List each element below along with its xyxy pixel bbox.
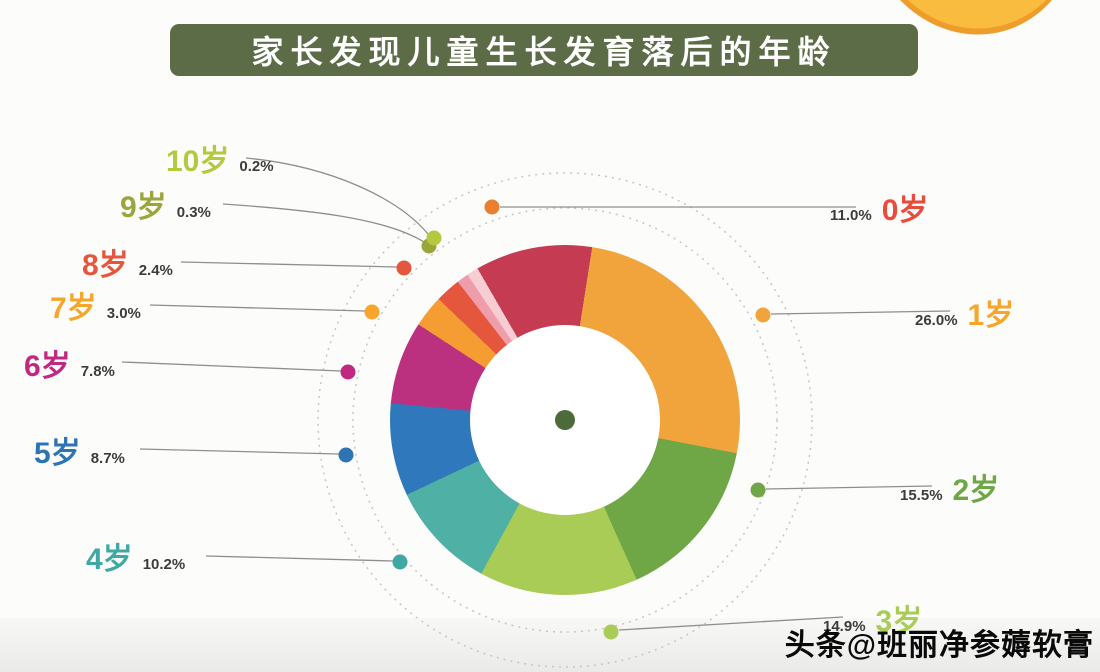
leader-dot-10岁 bbox=[426, 230, 442, 246]
age-label: 1岁 bbox=[967, 299, 1015, 332]
age-label: 3岁 bbox=[875, 605, 923, 638]
percentage-label: 10.2% bbox=[142, 556, 186, 573]
age-label: 5岁 bbox=[34, 437, 81, 470]
leader-dot-7岁 bbox=[364, 304, 380, 320]
percentage-label: 3.0% bbox=[106, 305, 141, 322]
leader-line-10 bbox=[245, 157, 429, 235]
age-label: 2岁 bbox=[952, 474, 1000, 507]
percentage-label: 2.4% bbox=[138, 262, 173, 279]
percentage-label: 11.0% bbox=[830, 207, 872, 224]
leader-line-9 bbox=[222, 203, 425, 243]
leader-line-5 bbox=[139, 448, 340, 455]
leader-line-8 bbox=[180, 261, 398, 268]
leader-lines bbox=[121, 157, 951, 631]
leader-dot-3岁 bbox=[603, 624, 619, 640]
leader-dot-5岁 bbox=[338, 447, 354, 463]
bottom-strip bbox=[0, 618, 1100, 672]
percentage-label: 14.9% bbox=[823, 618, 866, 635]
corner-blob-decoration bbox=[900, 0, 1052, 35]
dashed-guide-circles bbox=[317, 172, 813, 668]
age-label: 8岁 bbox=[82, 249, 129, 282]
page-title: 家长发现儿童生长发育落后的年龄 bbox=[251, 34, 837, 70]
percentage-label: 8.7% bbox=[90, 450, 125, 467]
age-label: 10岁 bbox=[166, 145, 230, 178]
category-label-2岁: 15.5% 2岁 bbox=[900, 465, 999, 509]
percentage-label: 26.0% bbox=[915, 312, 958, 329]
leader-dot-6岁 bbox=[340, 364, 356, 380]
leader-line-2 bbox=[765, 485, 933, 490]
category-label-6岁: 6岁 7.8% bbox=[24, 341, 115, 385]
leader-dot-2岁 bbox=[750, 482, 766, 498]
leader-line-6 bbox=[121, 361, 342, 372]
category-label-8岁: 8岁 2.4% bbox=[82, 240, 173, 284]
category-label-0岁: 11.0% 0岁 bbox=[830, 185, 928, 229]
category-label-1岁: 26.0% 1岁 bbox=[915, 290, 1014, 334]
leader-line-7 bbox=[149, 304, 366, 312]
category-label-3岁: 14.9% 3岁 bbox=[823, 596, 922, 640]
age-label: 4岁 bbox=[86, 543, 133, 576]
percentage-label: 0.2% bbox=[239, 158, 274, 175]
age-label: 7岁 bbox=[50, 292, 97, 325]
inner-dashed-circle bbox=[352, 207, 778, 633]
category-label-10岁: 10岁 0.2% bbox=[166, 136, 274, 180]
category-label-5岁: 5岁 8.7% bbox=[34, 428, 125, 472]
leader-dot-4岁 bbox=[392, 554, 408, 570]
leader-dot-8岁 bbox=[396, 260, 412, 276]
chart-center-dot bbox=[555, 410, 575, 430]
age-label: 9岁 bbox=[120, 191, 167, 224]
watermark-text: 头条@班丽净参薅软膏 bbox=[784, 629, 1094, 662]
donut-chart bbox=[390, 245, 740, 595]
percentage-label: 0.3% bbox=[176, 204, 211, 221]
category-label-7岁: 7岁 3.0% bbox=[50, 283, 141, 327]
category-label-9岁: 9岁 0.3% bbox=[120, 182, 211, 226]
age-label: 0岁 bbox=[881, 194, 929, 227]
percentage-label: 15.5% bbox=[900, 487, 943, 504]
outer-dashed-circle bbox=[317, 172, 813, 668]
category-label-4岁: 4岁 10.2% bbox=[86, 534, 185, 578]
title-banner: 家长发现儿童生长发育落后的年龄 bbox=[170, 24, 918, 76]
leader-line-4 bbox=[205, 555, 394, 562]
corner-blob-light bbox=[908, 0, 1046, 29]
age-label: 6岁 bbox=[24, 350, 71, 383]
leader-line-3 bbox=[618, 616, 844, 631]
percentage-label: 7.8% bbox=[80, 363, 115, 380]
leader-dot-1岁 bbox=[755, 307, 771, 323]
leader-line-1 bbox=[770, 310, 951, 315]
leader-dot-0岁 bbox=[484, 199, 500, 215]
donut-hole bbox=[470, 325, 660, 515]
leader-dots bbox=[338, 199, 771, 640]
